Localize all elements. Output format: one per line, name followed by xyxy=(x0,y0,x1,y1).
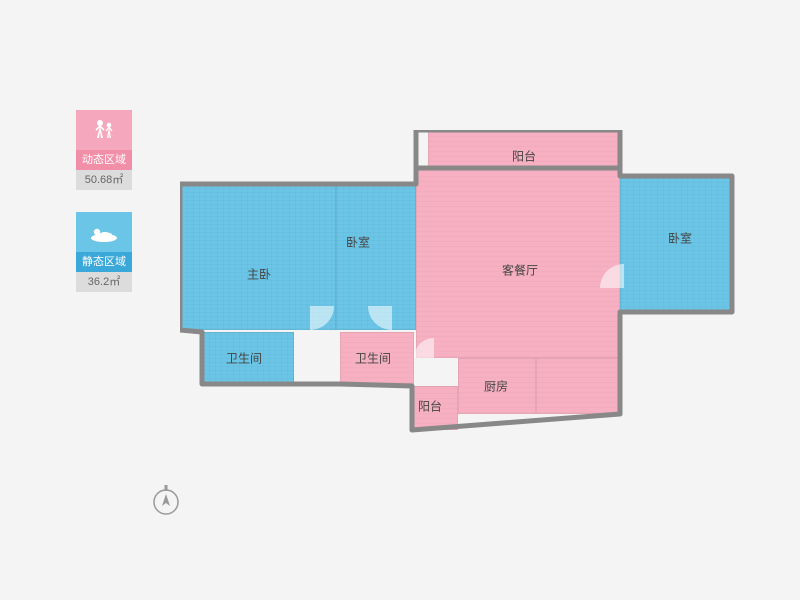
sleep-icon xyxy=(76,212,132,252)
room-label-bedroom3: 卧室 xyxy=(668,230,692,247)
floor-plan: 阳台客餐厅厨房阳台卫生间主卧卧室卧室卫生间 xyxy=(180,130,750,440)
room-label-bedroom2: 卧室 xyxy=(346,234,370,251)
room-label-kitchen: 厨房 xyxy=(484,378,508,395)
legend-static-title: 静态区域 xyxy=(76,252,132,272)
door-arc-2 xyxy=(600,264,648,312)
compass-icon xyxy=(148,482,184,523)
room-label-balcony-top: 阳台 xyxy=(512,148,536,165)
room-label-bath1: 卫生间 xyxy=(226,350,262,367)
door-arc-0 xyxy=(286,282,334,330)
people-icon xyxy=(76,110,132,150)
legend-dynamic-title: 动态区域 xyxy=(76,150,132,170)
room-label-master: 主卧 xyxy=(247,266,271,283)
legend-dynamic-value: 50.68㎡ xyxy=(76,170,132,190)
door-arc-3 xyxy=(414,338,454,378)
room-label-living: 客餐厅 xyxy=(502,262,538,279)
legend-static-value: 36.2㎡ xyxy=(76,272,132,292)
legend-static: 静态区域 36.2㎡ xyxy=(76,212,132,292)
legend-panel: 动态区域 50.68㎡ 静态区域 36.2㎡ xyxy=(76,110,132,292)
legend-dynamic: 动态区域 50.68㎡ xyxy=(76,110,132,190)
room-label-bath2: 卫生间 xyxy=(355,350,391,367)
room-label-balcony-small: 阳台 xyxy=(418,398,442,415)
room-living-ext xyxy=(536,358,620,414)
door-arc-1 xyxy=(368,282,416,330)
